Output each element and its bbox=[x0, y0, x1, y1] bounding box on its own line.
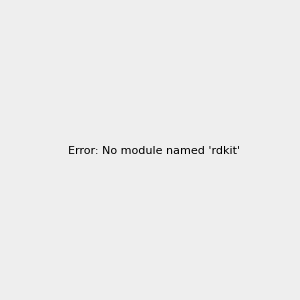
Text: Error: No module named 'rdkit': Error: No module named 'rdkit' bbox=[68, 146, 240, 157]
